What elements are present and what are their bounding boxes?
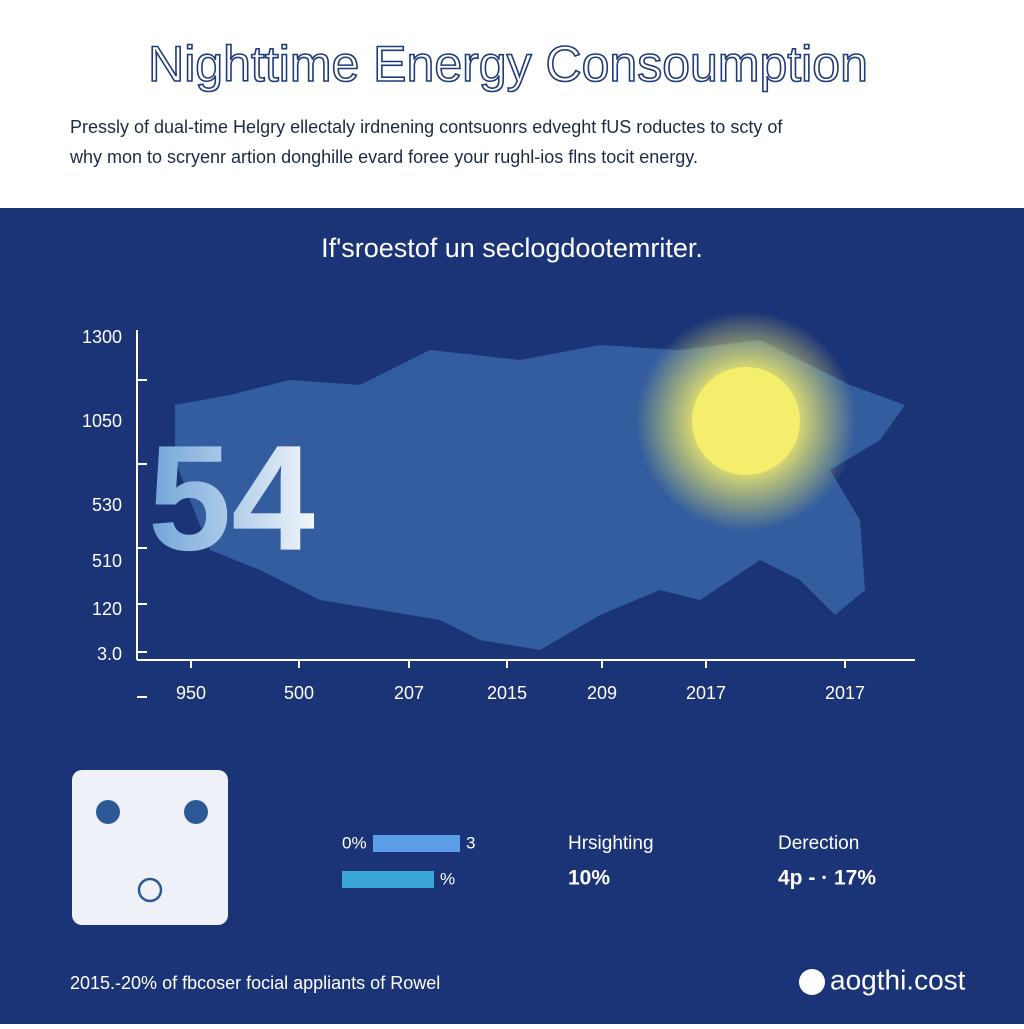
- device-dot: [96, 800, 120, 824]
- y-axis-label: 1300: [82, 327, 122, 347]
- y-axis-label: 510: [92, 551, 122, 571]
- stat-label: Hrsighting: [568, 833, 654, 854]
- y-axis-label: 1050: [82, 411, 122, 431]
- y-axis-label: 120: [92, 599, 122, 619]
- title: Nighttime Energy Consoumption: [148, 36, 868, 92]
- x-axis-label: 2017: [686, 683, 726, 703]
- brand: aogthi.cost: [830, 964, 966, 995]
- header-bg: [0, 0, 1024, 208]
- stat-value: 10%: [568, 867, 610, 890]
- x-axis-label: 2017: [825, 683, 865, 703]
- x-axis-label: 500: [284, 683, 314, 703]
- stat-label: Derection: [778, 833, 859, 854]
- sun: [692, 367, 800, 475]
- subtitle-line: why mon to scryenr artion donghille evar…: [69, 147, 698, 167]
- stat-value: 4p - · 17%: [778, 867, 876, 890]
- device-dot: [184, 800, 208, 824]
- device-ring: [137, 877, 163, 903]
- footer-note: 2015.-20% of fbcoser focial appliants of…: [70, 973, 440, 993]
- stat-bar: [373, 835, 460, 852]
- y-axis-label: 3.0: [97, 644, 122, 664]
- bar-label: 3: [466, 833, 475, 852]
- x-axis-label: 207: [394, 683, 424, 703]
- subtitle-line: Pressly of dual-time Helgry ellectaly ir…: [70, 117, 783, 137]
- y-axis-label: 530: [92, 495, 122, 515]
- brand-icon: [799, 969, 825, 995]
- bar-label: %: [440, 869, 455, 888]
- x-axis-label: 209: [587, 683, 617, 703]
- x-axis-label: 2015: [487, 683, 527, 703]
- stat-bar: [342, 871, 434, 888]
- x-axis-label: 950: [176, 683, 206, 703]
- bar-label: 0%: [342, 833, 367, 852]
- big-number: 54: [148, 414, 315, 582]
- panel-heading: If'sroestof un seclogdootemriter.: [321, 233, 703, 263]
